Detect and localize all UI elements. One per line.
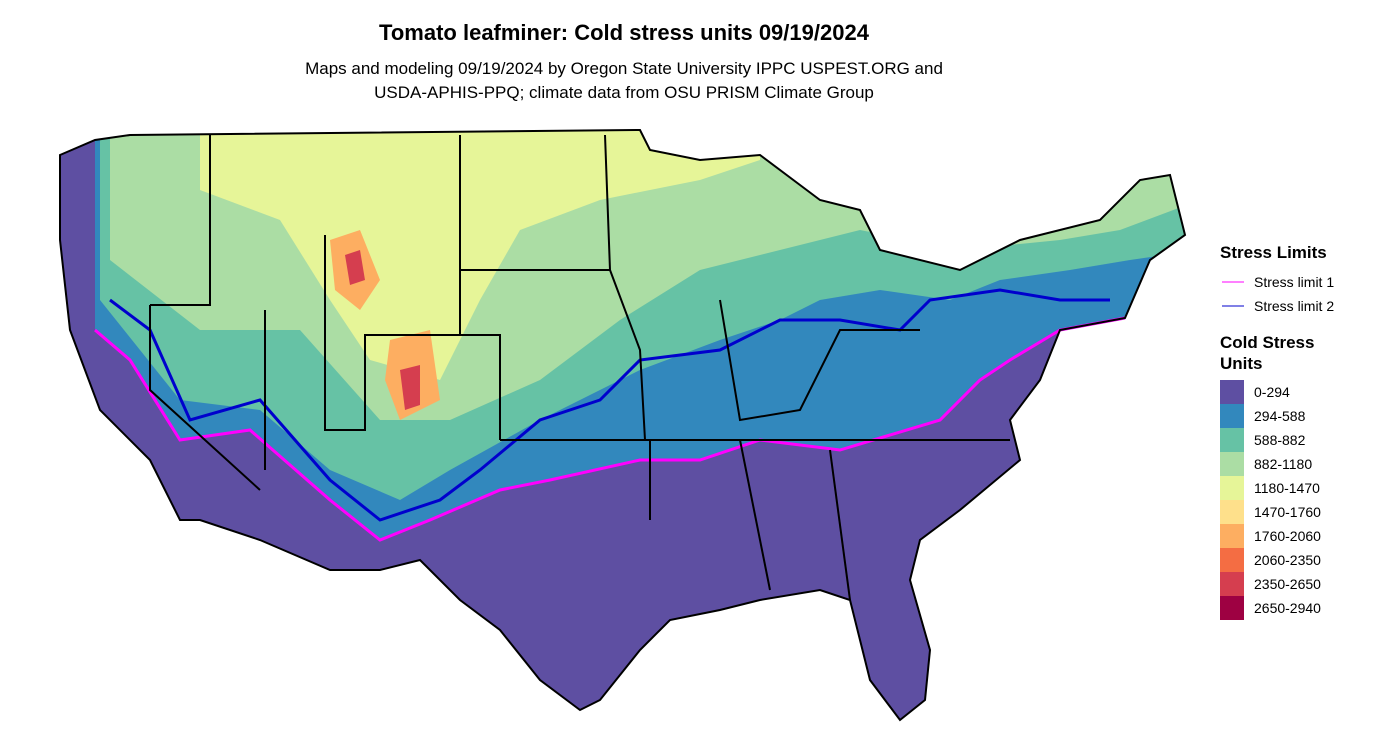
stress-limit-2-line [109,288,1110,522]
legend-label: 2060-2350 [1254,552,1321,568]
legend-swatch [1220,404,1244,428]
legend-swatch [1220,500,1244,524]
legend-label: 2350-2650 [1254,576,1321,592]
legend-label: 588-882 [1254,432,1306,448]
legend-swatch [1220,452,1244,476]
state-borders [59,128,1187,722]
legend-swatch [1220,548,1244,572]
state-border [604,134,646,441]
legend-label: 882-1180 [1254,456,1312,472]
state-border [719,299,920,422]
legend-swatch [1220,572,1244,596]
state-border [324,235,501,440]
state-border [149,305,261,491]
zone-red [345,250,365,285]
legend-swatch [1220,428,1244,452]
map-subtitle: Maps and modeling 09/19/2024 by Oregon S… [305,59,943,78]
state-border [150,135,211,306]
legend-title: Cold Stress [1220,333,1314,352]
state-border [739,439,771,591]
legend: Stress limit 1 Stress limit 2 0-294 294-588… [1220,274,1334,620]
legend-title: Stress Limits [1220,243,1327,262]
legend-swatch [1220,476,1244,500]
map-subtitle: USDA-APHIS-PPQ; climate data from OSU PR… [374,83,874,102]
zone-red [400,365,420,410]
legend-label: 0-294 [1254,384,1290,400]
zone-yellow [200,130,760,380]
legend-label: Stress limit 1 [1254,274,1334,290]
stress-limit-1-line [94,316,1126,542]
legend-label: 1180-1470 [1254,480,1320,496]
legend-label: 1470-1760 [1254,504,1321,520]
legend-label: 1760-2060 [1254,528,1321,544]
legend-title: Units [1220,354,1263,373]
legend-label: 294-588 [1254,408,1306,424]
map-title: Tomato leafminer: Cold stress units 09/1… [379,20,870,45]
legend-swatch [1220,524,1244,548]
legend-label: Stress limit 2 [1254,298,1334,314]
country-outline [59,128,1187,722]
state-border [829,449,851,601]
legend-swatch [1220,380,1244,404]
legend-swatch [1220,596,1244,620]
legend-label: 2650-2940 [1254,600,1321,616]
